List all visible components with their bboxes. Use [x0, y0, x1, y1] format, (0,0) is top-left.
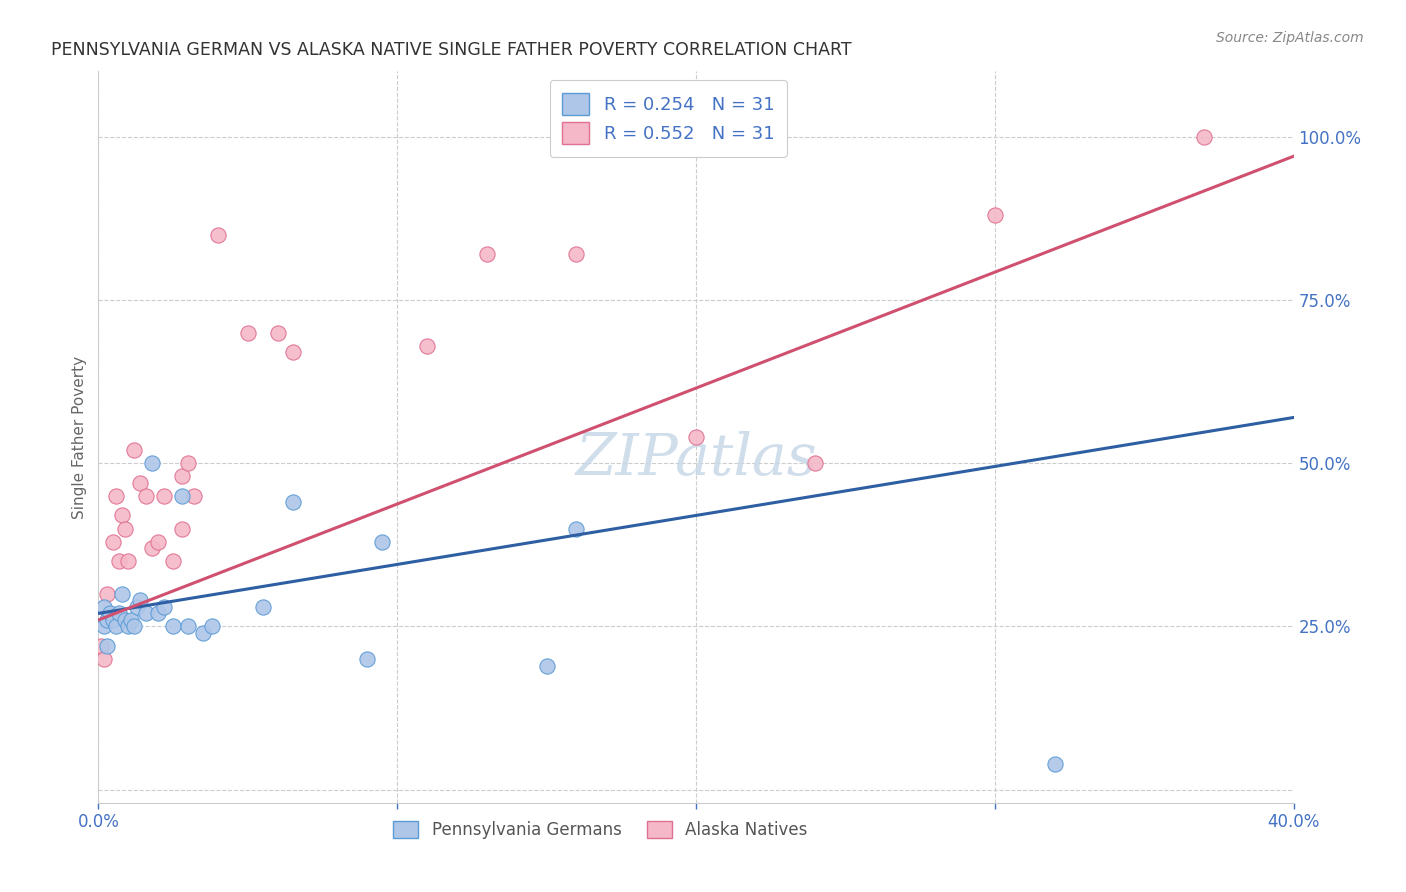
- Point: [148, 534, 170, 549]
- Y-axis label: Single Father Poverty: Single Father Poverty: [72, 356, 87, 518]
- Point: [201, 619, 224, 633]
- Text: Source: ZipAtlas.com: Source: ZipAtlas.com: [1216, 31, 1364, 45]
- Point: [183, 489, 205, 503]
- Legend: Pennsylvania Germans, Alaska Natives: Pennsylvania Germans, Alaska Natives: [387, 814, 814, 846]
- Text: PENNSYLVANIA GERMAN VS ALASKA NATIVE SINGLE FATHER POVERTY CORRELATION CHART: PENNSYLVANIA GERMAN VS ALASKA NATIVE SIN…: [51, 41, 851, 59]
- Point: [96, 639, 118, 653]
- Point: [565, 247, 588, 261]
- Point: [93, 599, 115, 614]
- Point: [565, 521, 588, 535]
- Point: [162, 554, 184, 568]
- Point: [177, 619, 200, 633]
- Point: [111, 508, 134, 523]
- Point: [103, 613, 125, 627]
- Point: [267, 326, 290, 340]
- Point: [153, 489, 176, 503]
- Point: [135, 607, 157, 621]
- Point: [804, 456, 827, 470]
- Point: [177, 456, 200, 470]
- Point: [236, 326, 259, 340]
- Point: [416, 338, 439, 352]
- Point: [1043, 756, 1066, 771]
- Text: ZIPatlas: ZIPatlas: [575, 431, 817, 487]
- Point: [129, 475, 152, 490]
- Point: [93, 619, 115, 633]
- Point: [536, 658, 558, 673]
- Point: [108, 554, 131, 568]
- Point: [124, 443, 146, 458]
- Point: [117, 554, 139, 568]
- Point: [105, 619, 128, 633]
- Point: [172, 521, 194, 535]
- Point: [371, 534, 394, 549]
- Point: [1192, 129, 1215, 144]
- Point: [141, 541, 163, 555]
- Point: [685, 430, 707, 444]
- Point: [281, 495, 304, 509]
- Point: [172, 489, 194, 503]
- Point: [114, 613, 136, 627]
- Point: [984, 208, 1007, 222]
- Point: [162, 619, 184, 633]
- Point: [120, 613, 142, 627]
- Point: [153, 599, 176, 614]
- Point: [93, 652, 115, 666]
- Point: [127, 599, 149, 614]
- Point: [135, 489, 157, 503]
- Point: [281, 345, 304, 359]
- Point: [108, 607, 131, 621]
- Point: [124, 619, 146, 633]
- Point: [114, 521, 136, 535]
- Point: [475, 247, 498, 261]
- Point: [172, 469, 194, 483]
- Point: [111, 587, 134, 601]
- Point: [252, 599, 274, 614]
- Point: [96, 587, 118, 601]
- Point: [148, 607, 170, 621]
- Point: [191, 626, 214, 640]
- Point: [105, 489, 128, 503]
- Point: [356, 652, 378, 666]
- Point: [207, 227, 229, 242]
- Point: [103, 534, 125, 549]
- Point: [129, 593, 152, 607]
- Point: [90, 639, 112, 653]
- Point: [117, 619, 139, 633]
- Point: [96, 613, 118, 627]
- Point: [141, 456, 163, 470]
- Point: [98, 607, 122, 621]
